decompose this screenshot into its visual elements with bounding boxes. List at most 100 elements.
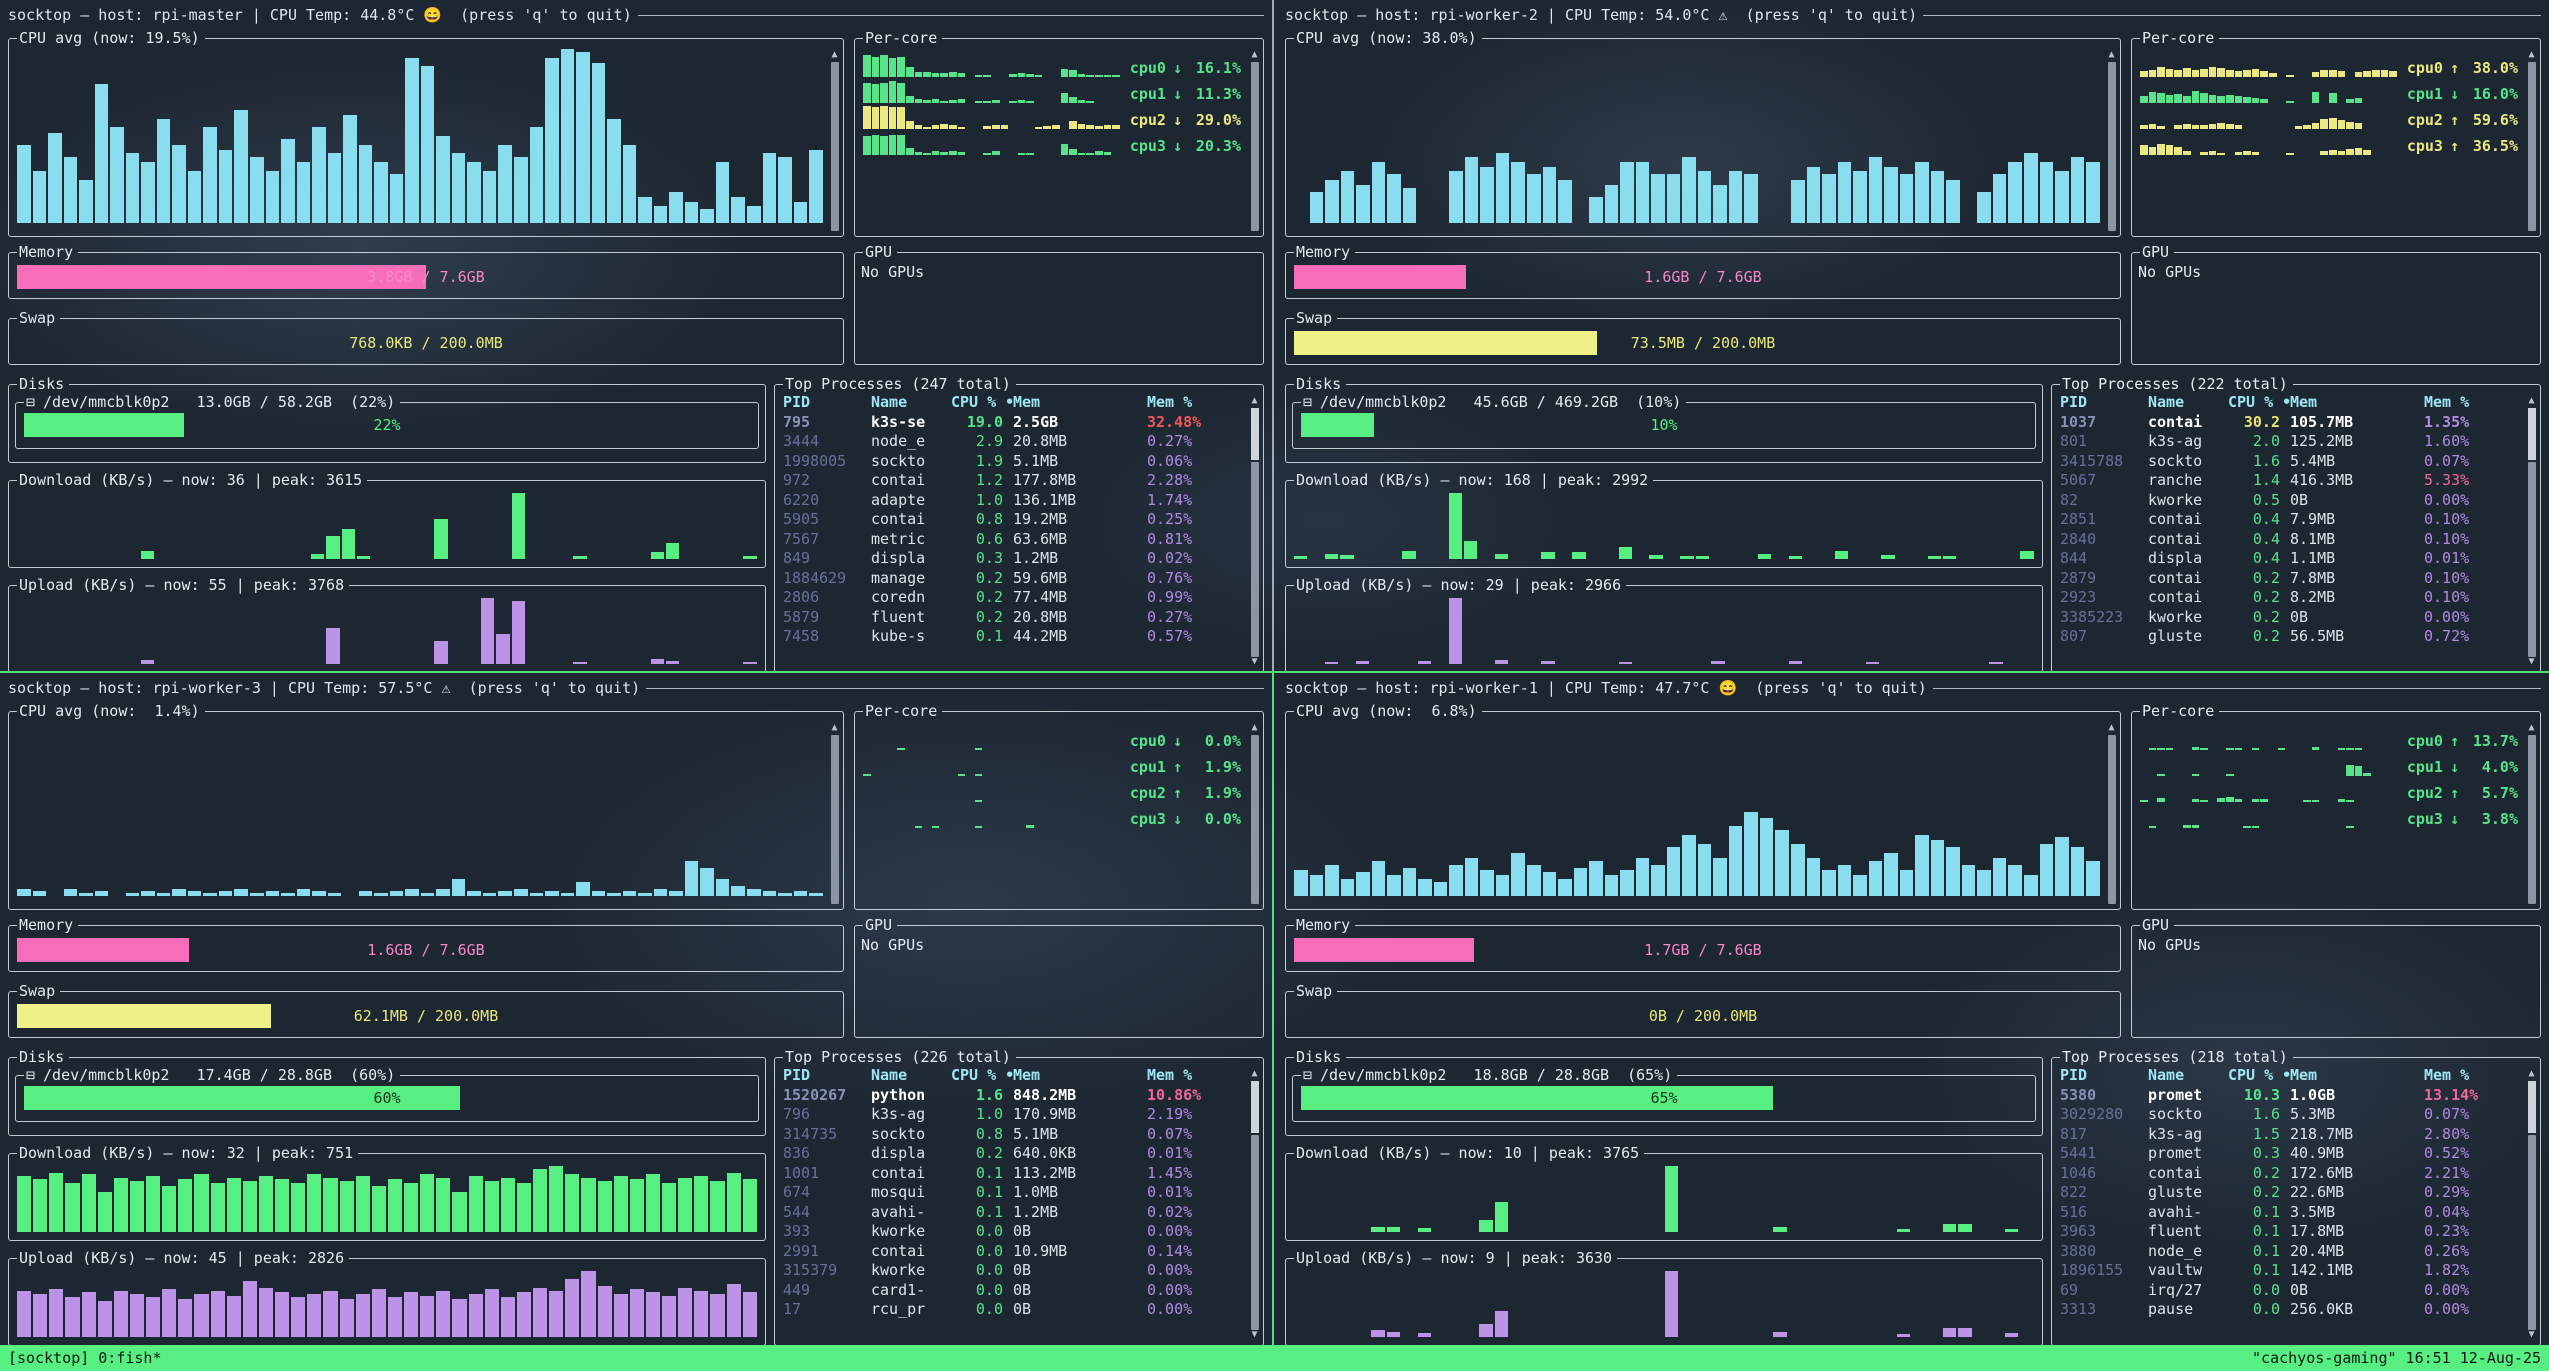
process-row[interactable]: 5879 fluent 0.2 20.8MB 0.27% — [783, 608, 1241, 628]
process-row[interactable]: 6220 adapte 1.0 136.1MB 1.74% — [783, 491, 1241, 511]
process-scrollbar[interactable]: ▲ ▼ — [1249, 1069, 1260, 1340]
process-scrollbar[interactable]: ▲ ▼ — [2526, 1069, 2537, 1340]
process-row[interactable]: 2840 contai 0.4 8.1MB 0.10% — [2060, 530, 2518, 550]
process-row[interactable]: 17 rcu_pr 0.0 0B 0.00% — [783, 1300, 1241, 1320]
process-row[interactable]: 801 k3s-ag 2.0 125.2MB 1.60% — [2060, 432, 2518, 452]
header-cpu[interactable]: CPU % • — [951, 1066, 1013, 1084]
process-row[interactable]: 674 mosqui 0.1 1.0MB 0.01% — [783, 1183, 1241, 1203]
header-name[interactable]: Name — [871, 393, 908, 411]
scrollbar-track[interactable] — [830, 62, 839, 231]
header-mem[interactable]: Mem — [2290, 393, 2318, 411]
scroll-up-icon[interactable]: ▲ — [2528, 1068, 2535, 1079]
cpu-chart-scrollbar[interactable]: ▲ — [829, 723, 840, 904]
process-row[interactable]: 1001 contai 0.1 113.2MB 1.45% — [783, 1164, 1241, 1184]
process-row[interactable]: 3313 pause 0.0 256.0KB 0.00% — [2060, 1300, 2518, 1320]
process-row[interactable]: 2851 contai 0.4 7.9MB 0.10% — [2060, 510, 2518, 530]
scroll-down-icon[interactable]: ▼ — [1251, 1329, 1258, 1340]
tmux-window-item[interactable]: 0:fish* — [98, 1349, 162, 1367]
process-row[interactable]: 315379 kworke 0.0 0B 0.00% — [783, 1261, 1241, 1281]
process-row[interactable]: 3385223 kworke 0.2 0B 0.00% — [2060, 608, 2518, 628]
process-row[interactable]: 3444 node_e 2.9 20.8MB 0.27% — [783, 432, 1241, 452]
process-row[interactable]: 2806 coredn 0.2 77.4MB 0.99% — [783, 588, 1241, 608]
process-row[interactable]: 7567 metric 0.6 63.6MB 0.81% — [783, 530, 1241, 550]
scrollbar-track[interactable] — [1250, 62, 1259, 231]
process-row[interactable]: 516 avahi- 0.1 3.5MB 0.04% — [2060, 1203, 2518, 1223]
process-row[interactable]: 2879 contai 0.2 7.8MB 0.10% — [2060, 569, 2518, 589]
scrollbar-track[interactable] — [2107, 735, 2116, 904]
process-row[interactable]: 849 displa 0.3 1.2MB 0.02% — [783, 549, 1241, 569]
header-name[interactable]: Name — [871, 1066, 908, 1084]
scrollbar-thumb[interactable] — [2527, 1081, 2536, 1133]
process-row[interactable]: 5067 ranche 1.4 416.3MB 5.33% — [2060, 471, 2518, 491]
process-row[interactable]: 5905 contai 0.8 19.2MB 0.25% — [783, 510, 1241, 530]
process-row[interactable]: 393 kworke 0.0 0B 0.00% — [783, 1222, 1241, 1242]
process-row[interactable]: 836 displa 0.2 640.0KB 0.01% — [783, 1144, 1241, 1164]
process-row[interactable]: 3029280 sockto 1.6 5.3MB 0.07% — [2060, 1105, 2518, 1125]
header-mem[interactable]: Mem — [2290, 1066, 2318, 1084]
scroll-down-icon[interactable]: ▼ — [1251, 656, 1258, 667]
header-pid[interactable]: PID — [783, 393, 811, 411]
per-core-scrollbar[interactable]: ▲ — [2526, 50, 2537, 231]
header-memp[interactable]: Mem % — [1147, 1066, 1193, 1084]
scrollbar-track[interactable] — [1250, 735, 1259, 904]
scrollbar-track[interactable] — [1250, 462, 1259, 657]
process-row[interactable]: 3963 fluent 0.1 17.8MB 0.23% — [2060, 1222, 2518, 1242]
scrollbar-track[interactable] — [2527, 62, 2536, 231]
pane-split-horizontal[interactable] — [0, 671, 2549, 673]
header-cpu[interactable]: CPU % • — [951, 393, 1013, 411]
process-row[interactable]: 2991 contai 0.0 10.9MB 0.14% — [783, 1242, 1241, 1262]
scroll-up-icon[interactable]: ▲ — [831, 49, 838, 60]
process-row[interactable]: 1520267 python 1.6 848.2MB 10.86% — [783, 1086, 1241, 1106]
process-row[interactable]: 69 irq/27 0.0 0B 0.00% — [2060, 1281, 2518, 1301]
scroll-up-icon[interactable]: ▲ — [1251, 722, 1258, 733]
process-row[interactable]: 3415788 sockto 1.6 5.4MB 0.07% — [2060, 452, 2518, 472]
process-row[interactable]: 807 gluste 0.2 56.5MB 0.72% — [2060, 627, 2518, 647]
header-cpu[interactable]: CPU % • — [2228, 1066, 2290, 1084]
header-memp[interactable]: Mem % — [1147, 393, 1193, 411]
process-row[interactable]: 822 gluste 0.2 22.6MB 0.29% — [2060, 1183, 2518, 1203]
process-row[interactable]: 5441 promet 0.3 40.9MB 0.52% — [2060, 1144, 2518, 1164]
process-row[interactable]: 795 k3s-se 19.0 2.5GB 32.48% — [783, 413, 1241, 433]
scroll-up-icon[interactable]: ▲ — [1251, 49, 1258, 60]
process-row[interactable]: 972 contai 1.2 177.8MB 2.28% — [783, 471, 1241, 491]
scroll-down-icon[interactable]: ▼ — [2528, 656, 2535, 667]
cpu-chart-scrollbar[interactable]: ▲ — [2106, 723, 2117, 904]
scroll-up-icon[interactable]: ▲ — [2108, 49, 2115, 60]
process-row[interactable]: 3880 node_e 0.1 20.4MB 0.26% — [2060, 1242, 2518, 1262]
cpu-chart-scrollbar[interactable]: ▲ — [2106, 50, 2117, 231]
scrollbar-track[interactable] — [2527, 1135, 2536, 1330]
scroll-up-icon[interactable]: ▲ — [831, 722, 838, 733]
scrollbar-thumb[interactable] — [1250, 408, 1259, 460]
header-pid[interactable]: PID — [783, 1066, 811, 1084]
scroll-up-icon[interactable]: ▲ — [1251, 1068, 1258, 1079]
per-core-scrollbar[interactable]: ▲ — [1249, 723, 1260, 904]
scrollbar-track[interactable] — [1250, 1135, 1259, 1330]
header-pid[interactable]: PID — [2060, 393, 2088, 411]
scrollbar-track[interactable] — [2527, 462, 2536, 657]
scroll-up-icon[interactable]: ▲ — [2528, 395, 2535, 406]
process-row[interactable]: 817 k3s-ag 1.5 218.7MB 2.80% — [2060, 1125, 2518, 1145]
scroll-up-icon[interactable]: ▲ — [2108, 722, 2115, 733]
scrollbar-thumb[interactable] — [2527, 408, 2536, 460]
header-cpu[interactable]: CPU % • — [2228, 393, 2290, 411]
process-row[interactable]: 1037 contai 30.2 105.7MB 1.35% — [2060, 413, 2518, 433]
process-row[interactable]: 2923 contai 0.2 8.2MB 0.10% — [2060, 588, 2518, 608]
process-row[interactable]: 796 k3s-ag 1.0 170.9MB 2.19% — [783, 1105, 1241, 1125]
process-row[interactable]: 449 card1- 0.0 0B 0.00% — [783, 1281, 1241, 1301]
header-name[interactable]: Name — [2148, 393, 2185, 411]
scroll-up-icon[interactable]: ▲ — [2528, 722, 2535, 733]
header-memp[interactable]: Mem % — [2424, 393, 2470, 411]
process-row[interactable]: 1046 contai 0.2 172.6MB 2.21% — [2060, 1164, 2518, 1184]
process-scrollbar[interactable]: ▲ ▼ — [1249, 396, 1260, 667]
process-row[interactable]: 82 kworke 0.5 0B 0.00% — [2060, 491, 2518, 511]
scrollbar-track[interactable] — [830, 735, 839, 904]
cpu-chart-scrollbar[interactable]: ▲ — [829, 50, 840, 231]
scrollbar-track[interactable] — [2107, 62, 2116, 231]
scrollbar-thumb[interactable] — [1250, 1081, 1259, 1133]
process-row[interactable]: 1998005 sockto 1.9 5.1MB 0.06% — [783, 452, 1241, 472]
header-pid[interactable]: PID — [2060, 1066, 2088, 1084]
process-row[interactable]: 314735 sockto 0.8 5.1MB 0.07% — [783, 1125, 1241, 1145]
process-scrollbar[interactable]: ▲ ▼ — [2526, 396, 2537, 667]
header-memp[interactable]: Mem % — [2424, 1066, 2470, 1084]
process-row[interactable]: 844 displa 0.4 1.1MB 0.01% — [2060, 549, 2518, 569]
